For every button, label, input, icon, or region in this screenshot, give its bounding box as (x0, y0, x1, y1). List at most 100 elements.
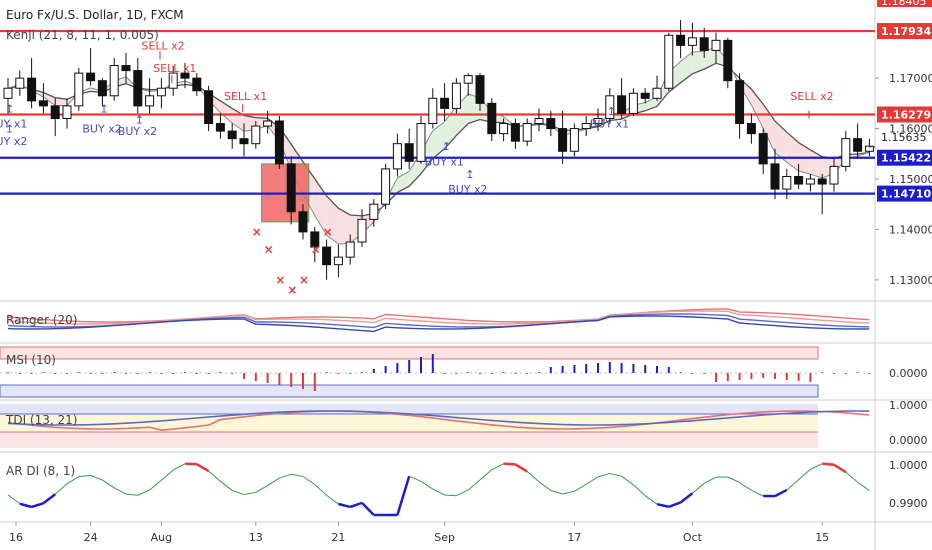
candle (204, 85, 214, 132)
level-price-label: 1.15422 (881, 152, 931, 165)
y-tick-label: 1.15000 (889, 173, 932, 186)
msi-bar (325, 372, 328, 373)
cloud-segment (220, 100, 233, 124)
candle (133, 57, 143, 114)
candle-body (569, 128, 579, 152)
x-tick-label: 16 (9, 531, 23, 544)
candle-body (86, 72, 96, 82)
candle-body (204, 90, 214, 125)
candle-body (581, 123, 591, 130)
ardi-segment (54, 483, 68, 495)
candle-body (534, 117, 544, 125)
ardi-segment (585, 476, 599, 485)
ardi-segment (514, 463, 528, 473)
ardi-segment (479, 469, 493, 481)
candle-body (428, 97, 438, 125)
candle-body (15, 77, 25, 89)
candle-body (286, 163, 296, 213)
ardi-segment (409, 475, 422, 482)
tdi-tick-label: 0.0000 (889, 434, 928, 447)
candle-body (593, 117, 603, 125)
signal-label: BUY x1 (590, 118, 629, 131)
ardi-segment (562, 490, 575, 495)
candle (62, 98, 72, 129)
x-marker: × (323, 225, 333, 239)
level-price-label: 1.17934 (881, 25, 931, 38)
ardi-segment (338, 502, 351, 509)
ardi-segment (396, 475, 411, 516)
candle (605, 88, 615, 124)
msi-bar (667, 367, 670, 373)
msi-bar (172, 373, 175, 374)
candle (404, 128, 414, 169)
ardi-segment (66, 476, 80, 485)
panel-label: MSI (10) (6, 353, 56, 367)
candle (192, 73, 202, 96)
msi-bar (207, 373, 210, 374)
candle-body (333, 256, 343, 266)
x-tick-label: 24 (84, 531, 98, 544)
level-price-tag (877, 23, 932, 40)
candle-body (50, 105, 60, 119)
ardi-segment (609, 472, 622, 477)
msi-bar (455, 373, 458, 374)
msi-bar (42, 372, 45, 373)
msi-bar (349, 373, 352, 374)
candle-body (664, 34, 674, 89)
msi-bar (278, 373, 281, 385)
candle (333, 244, 343, 278)
ardi-segment (31, 502, 44, 509)
candle-body (121, 65, 131, 72)
msi-bar (396, 363, 399, 373)
candle (652, 75, 662, 101)
ardi-segment (349, 501, 363, 509)
candle (841, 131, 851, 172)
msi-bar (844, 373, 847, 374)
candle-body (617, 95, 627, 114)
candle (593, 108, 603, 132)
candle-body (817, 178, 827, 185)
candle (746, 113, 756, 144)
level-price-label: 1.14710 (881, 188, 931, 201)
msi-bar (549, 367, 552, 373)
ardi-segment (326, 494, 339, 505)
signal-label: BUY x2 (0, 135, 27, 148)
candle (794, 163, 804, 190)
msi-bar (785, 373, 788, 380)
candle-body (156, 87, 166, 97)
ardi-segment (432, 488, 445, 496)
signal-label: BUY x2 (82, 123, 121, 136)
signal-arrow: ↥ (5, 123, 14, 136)
ardi-segment (302, 476, 316, 486)
msi-bar (467, 372, 470, 373)
x-marker: × (287, 283, 297, 297)
candle (251, 121, 261, 149)
candle-body (97, 80, 107, 97)
candle-body (168, 72, 178, 89)
signal-arrow: I (170, 73, 173, 86)
cloud-segment (763, 104, 775, 153)
ardi-segment (798, 468, 811, 480)
ardi-segment (196, 463, 210, 473)
ardi-segment (291, 473, 304, 478)
msi-bar (54, 373, 57, 374)
ardi-segment (149, 479, 162, 491)
candle (357, 209, 367, 248)
cloud-segment (55, 97, 67, 106)
candle-body (546, 117, 556, 130)
candle-body (392, 143, 402, 170)
signal-arrow: I (158, 49, 161, 62)
ardi-segment (137, 489, 150, 496)
cloud-segment (43, 92, 56, 106)
candle-body (263, 120, 273, 127)
cloud-segment (786, 132, 799, 171)
signal-label: BUY x2 (118, 125, 157, 138)
candle-body (676, 34, 686, 46)
msi-bar (7, 372, 9, 373)
cloud-segment (810, 149, 823, 179)
msi-bar (30, 373, 33, 374)
tdi-slow-line (7, 410, 870, 426)
ardi-segment (255, 485, 268, 493)
ardi-segment (739, 482, 752, 491)
